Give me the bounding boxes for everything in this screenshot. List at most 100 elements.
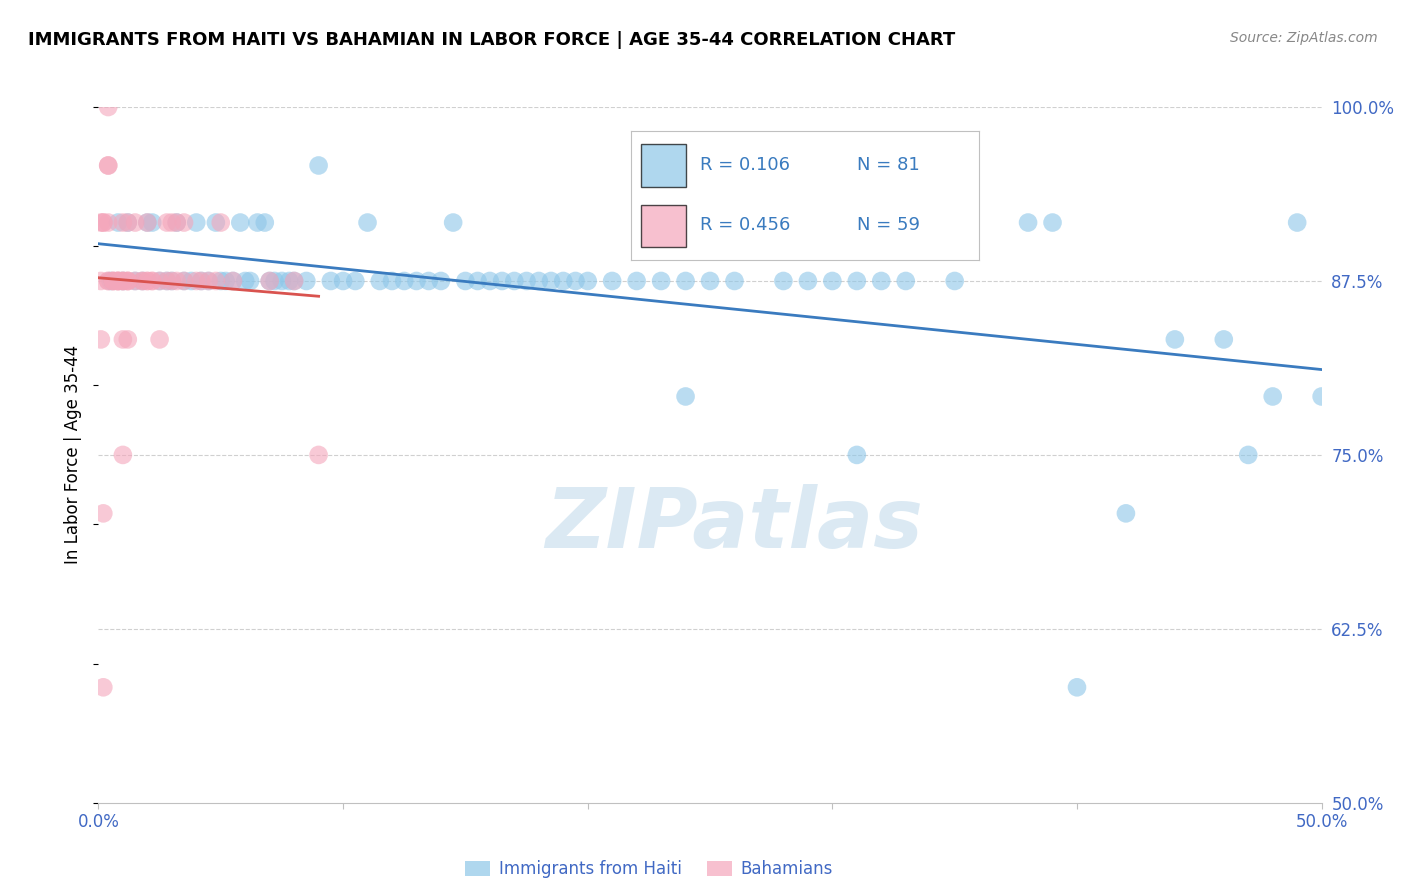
Point bbox=[136, 215, 159, 229]
Point bbox=[173, 274, 195, 288]
Point bbox=[239, 274, 262, 288]
Point bbox=[124, 215, 146, 229]
Point bbox=[441, 215, 464, 229]
Point bbox=[553, 274, 575, 288]
Point bbox=[156, 274, 179, 288]
Point bbox=[97, 159, 120, 173]
Point bbox=[111, 333, 134, 347]
Point bbox=[283, 274, 305, 288]
Point bbox=[229, 215, 252, 229]
Point bbox=[97, 159, 120, 173]
Point bbox=[173, 215, 195, 229]
Point bbox=[131, 274, 153, 288]
Point bbox=[136, 215, 159, 229]
Point bbox=[564, 274, 586, 288]
Point bbox=[430, 274, 453, 288]
Point bbox=[1261, 389, 1284, 403]
Point bbox=[650, 274, 672, 288]
Point bbox=[675, 389, 697, 403]
Y-axis label: In Labor Force | Age 35-44: In Labor Force | Age 35-44 bbox=[65, 345, 83, 565]
Point bbox=[107, 274, 129, 288]
Point bbox=[222, 274, 245, 288]
Point bbox=[259, 274, 281, 288]
Point bbox=[166, 274, 188, 288]
Point bbox=[332, 274, 354, 288]
Point bbox=[1286, 215, 1309, 229]
Point bbox=[356, 215, 378, 229]
Point bbox=[1042, 215, 1064, 229]
Point bbox=[107, 274, 129, 288]
Point bbox=[90, 274, 112, 288]
Point bbox=[270, 274, 294, 288]
Point bbox=[308, 448, 330, 462]
Point bbox=[515, 274, 537, 288]
Point bbox=[117, 274, 139, 288]
Point bbox=[1017, 215, 1039, 229]
Point bbox=[160, 274, 183, 288]
Point bbox=[392, 274, 416, 288]
Point bbox=[1066, 681, 1088, 695]
Point bbox=[160, 215, 183, 229]
Point bbox=[149, 274, 172, 288]
Text: Source: ZipAtlas.com: Source: ZipAtlas.com bbox=[1230, 31, 1378, 45]
Point bbox=[209, 215, 232, 229]
Point bbox=[107, 274, 129, 288]
Point bbox=[97, 274, 120, 288]
Point bbox=[166, 215, 188, 229]
Point bbox=[90, 215, 112, 229]
Point bbox=[100, 274, 122, 288]
Point bbox=[675, 274, 697, 288]
Text: ZIPatlas: ZIPatlas bbox=[546, 484, 924, 565]
Point bbox=[180, 274, 202, 288]
Point bbox=[540, 274, 562, 288]
Point bbox=[91, 215, 114, 229]
Point bbox=[205, 215, 228, 229]
Point bbox=[190, 274, 212, 288]
Point bbox=[136, 274, 159, 288]
Point bbox=[101, 274, 124, 288]
Point bbox=[308, 159, 330, 173]
Point bbox=[870, 274, 893, 288]
Point bbox=[91, 215, 114, 229]
Point bbox=[131, 274, 153, 288]
Point bbox=[797, 274, 820, 288]
Point bbox=[141, 215, 163, 229]
Point bbox=[91, 681, 114, 695]
Point bbox=[141, 274, 163, 288]
Point bbox=[295, 274, 318, 288]
Point bbox=[111, 274, 134, 288]
Point bbox=[107, 215, 129, 229]
Point bbox=[723, 274, 745, 288]
Point bbox=[821, 274, 844, 288]
Point bbox=[173, 274, 195, 288]
Point bbox=[214, 274, 236, 288]
Point bbox=[209, 274, 232, 288]
Point bbox=[97, 100, 120, 114]
Legend: Immigrants from Haiti, Bahamians: Immigrants from Haiti, Bahamians bbox=[458, 854, 839, 885]
Point bbox=[111, 448, 134, 462]
Point bbox=[748, 215, 770, 229]
Point bbox=[166, 215, 188, 229]
Point bbox=[246, 215, 269, 229]
Point bbox=[197, 274, 219, 288]
Point bbox=[124, 274, 146, 288]
Point bbox=[117, 274, 139, 288]
Point bbox=[278, 274, 301, 288]
Point bbox=[943, 274, 966, 288]
Point bbox=[894, 274, 917, 288]
Point bbox=[1310, 389, 1333, 403]
Point bbox=[381, 274, 404, 288]
Point bbox=[111, 274, 134, 288]
Point bbox=[160, 274, 183, 288]
Point bbox=[253, 215, 276, 229]
Point bbox=[233, 274, 256, 288]
Text: IMMIGRANTS FROM HAITI VS BAHAMIAN IN LABOR FORCE | AGE 35-44 CORRELATION CHART: IMMIGRANTS FROM HAITI VS BAHAMIAN IN LAB… bbox=[28, 31, 955, 49]
Point bbox=[418, 274, 440, 288]
Point bbox=[491, 274, 513, 288]
Point bbox=[111, 215, 134, 229]
Point bbox=[600, 274, 623, 288]
Point bbox=[205, 274, 228, 288]
Point bbox=[117, 215, 139, 229]
Point bbox=[149, 274, 172, 288]
Point bbox=[90, 333, 112, 347]
